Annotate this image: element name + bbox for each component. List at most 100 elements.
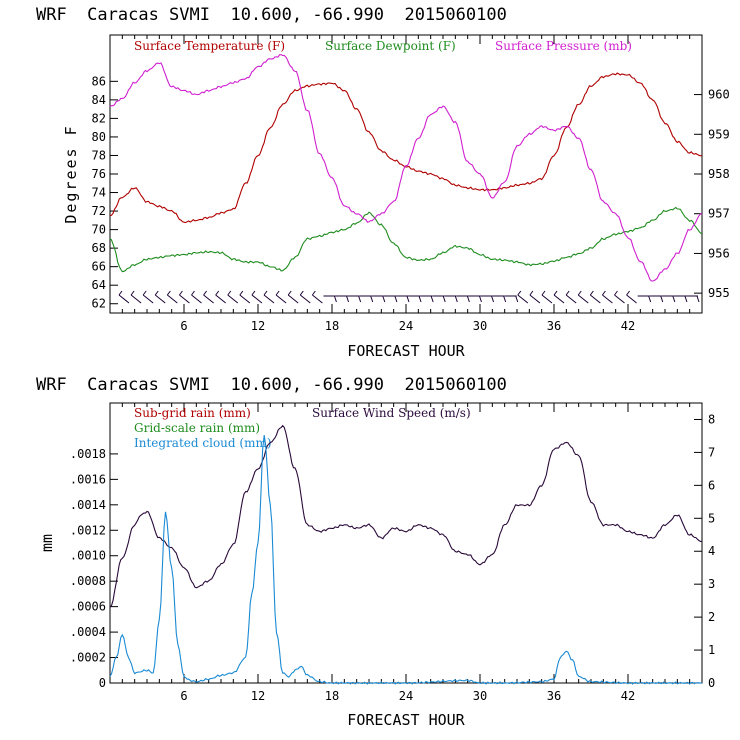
wind-barb-shaft [179, 294, 190, 304]
wind-barb-flag [203, 290, 207, 296]
panel-1-series [109, 424, 703, 685]
wind-barb-shaft [263, 294, 275, 304]
wind-barb [420, 295, 434, 303]
wind-barb-shaft [227, 294, 239, 304]
wind-barb [686, 295, 700, 303]
wind-barb [565, 290, 577, 304]
wind-barb-shaft [203, 294, 214, 304]
wind-barb-flag [517, 290, 522, 296]
x-tick-label: 18 [325, 319, 339, 333]
y-tick-label: .0016 [70, 472, 106, 486]
y2-tick-label: 1 [708, 643, 715, 657]
x-tick-label: 30 [473, 319, 487, 333]
y-tick-label: 80 [92, 130, 106, 144]
panel-0-series [109, 54, 703, 282]
wind-barb-flag [626, 290, 630, 296]
wind-barb-flag [130, 290, 135, 296]
wind-barb [602, 290, 613, 304]
wind-barb [541, 290, 553, 304]
wind-barb [359, 295, 374, 303]
wind-barb-shaft [275, 294, 287, 304]
panel-1-ylabel: mm [38, 534, 56, 552]
wind-barb [118, 290, 130, 304]
wind-barb-flag [478, 295, 482, 303]
wind-barb-shaft [142, 294, 154, 304]
wind-barb-flag [263, 290, 268, 296]
wind-barbs [118, 290, 700, 304]
wind-barb [492, 295, 507, 303]
wind-barb [626, 290, 637, 304]
panel-temperature: WRF Caracas SVMI 10.600, -66.990 2015060… [36, 5, 730, 360]
wind-barb-shaft [614, 294, 625, 304]
wind-barb [383, 295, 398, 303]
wind-barb [614, 290, 625, 304]
wind-barb-flag [299, 290, 304, 296]
y-tick-label: 76 [92, 167, 106, 181]
wind-barb-flag [275, 290, 280, 296]
y2-tick-label: 959 [708, 127, 730, 141]
y-tick-label: 82 [92, 111, 106, 125]
y2-tick-label: 4 [708, 544, 715, 558]
y2-tick-label: 5 [708, 511, 715, 525]
y-tick-label: 66 [92, 260, 106, 274]
wind-barb [456, 295, 470, 303]
wind-barb [179, 290, 190, 304]
x-tick-label: 6 [180, 319, 187, 333]
y-tick-label: 78 [92, 148, 106, 162]
wind-barb-flag [370, 295, 374, 303]
y-tick-label: 68 [92, 241, 106, 255]
wind-barb-flag [346, 295, 350, 303]
wind-barb-shaft [167, 294, 178, 304]
x-tick-label: 42 [621, 319, 635, 333]
y-tick-label: .0014 [70, 498, 106, 512]
wind-barb-shaft [529, 294, 541, 304]
wind-barb-shaft [312, 294, 323, 304]
wind-barb-shaft [565, 294, 577, 304]
wind-barb [408, 295, 422, 303]
panel-1-title: WRF Caracas SVMI 10.600, -66.990 2015060… [36, 375, 507, 395]
wind-barb-flag [553, 290, 558, 296]
wind-barb [432, 295, 446, 303]
wind-barb [553, 290, 565, 304]
x-tick-label: 36 [547, 689, 561, 703]
wind-barb [239, 290, 251, 304]
x-tick-label: 18 [325, 689, 339, 703]
wind-barb-flag [503, 295, 507, 303]
series-line [109, 424, 703, 608]
legend-entry: Surface Temperature (F) [134, 39, 285, 53]
panel-1-legend: Sub-grid rain (mm) Surface Wind Speed (m/… [134, 406, 471, 450]
wind-barb-flag [382, 295, 386, 303]
wind-barb [504, 295, 519, 303]
wind-barb-flag [333, 295, 337, 303]
y-tick-label: 62 [92, 297, 106, 311]
wind-barb-shaft [118, 294, 130, 304]
wind-barb-flag [466, 295, 470, 303]
y-tick-label: .0008 [70, 574, 106, 588]
y2-tick-label: 956 [708, 246, 730, 260]
y2-tick-label: 955 [708, 286, 730, 300]
wind-barb-flag [418, 295, 422, 303]
wind-barb [263, 290, 275, 304]
wind-barb-flag [118, 290, 123, 296]
wind-barb-flag [227, 290, 232, 296]
legend-entry: Grid-scale rain (mm) [134, 421, 260, 435]
wind-barb-flag [648, 295, 652, 303]
wind-barb-flag [577, 290, 582, 296]
y2-tick-label: 3 [708, 577, 715, 591]
wind-barb-flag [311, 290, 316, 296]
wind-barb-shaft [553, 294, 565, 304]
wind-barb-flag [684, 295, 688, 303]
wind-barb-flag [406, 295, 410, 303]
wind-barb [444, 295, 458, 303]
wind-barb-shaft [239, 294, 251, 304]
wind-barb [577, 290, 589, 304]
y2-tick-label: 7 [708, 445, 715, 459]
wind-barb-flag [287, 290, 292, 296]
y2-tick-label: 6 [708, 478, 715, 492]
x-tick-label: 6 [180, 689, 187, 703]
wind-barb [371, 295, 386, 303]
series-line [109, 206, 703, 273]
panel-0-ticks: 6 12 18 24 30 36 42 62 64 66 68 70 72 74 76 78 80 82 84 86 9… [92, 35, 730, 333]
wind-barb-flag [442, 295, 446, 303]
